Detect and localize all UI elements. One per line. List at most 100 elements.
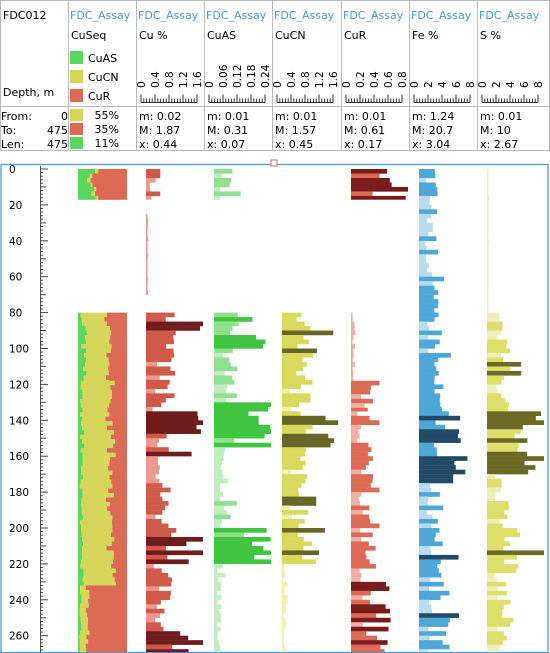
assay-bar — [487, 182, 489, 188]
cuseq-bar-cur — [85, 643, 127, 649]
track-min: m: 1.24 — [412, 110, 454, 123]
assay-bar — [487, 231, 489, 237]
cuseq-bar-cucn — [82, 554, 114, 560]
assay-bar — [146, 451, 192, 457]
assay-bar — [487, 640, 504, 645]
assay-bar — [487, 267, 489, 273]
assay-bar — [487, 357, 504, 363]
assay-bar — [282, 406, 292, 412]
assay-bar — [487, 442, 519, 448]
panel-resize-handle[interactable] — [270, 159, 278, 167]
scale-tick-label: 0.24 — [260, 64, 272, 88]
assay-bar — [214, 379, 235, 385]
assay-bar — [282, 438, 335, 443]
cuseq-bar-cucn — [81, 625, 88, 631]
assay-bar — [419, 532, 436, 538]
from-label: From: — [1, 110, 32, 123]
cuseq-bar-cuas — [78, 621, 81, 627]
assay-bar — [214, 559, 271, 565]
assay-bar — [487, 545, 504, 551]
cuseq-bar-cucn — [80, 448, 107, 453]
legend-label: CuCN — [88, 71, 119, 84]
assay-bar — [214, 644, 221, 650]
cuseq-bar-cuas — [78, 370, 87, 376]
len-value: 475 — [47, 138, 68, 151]
assay-bar — [487, 519, 500, 524]
cuseq-bar-cucn — [81, 421, 113, 426]
assay-bar — [146, 191, 161, 197]
cuseq-bar-cur — [115, 581, 127, 586]
assay-bar — [214, 528, 267, 533]
assay-bar — [351, 554, 367, 560]
scale-tick-label: 2 — [423, 81, 435, 88]
len-label: Len: — [1, 138, 24, 151]
assay-bar — [214, 563, 223, 569]
depth-tick-label: 80 — [9, 308, 22, 320]
assay-bar — [146, 267, 148, 273]
assay-bar — [419, 456, 468, 461]
assay-bar — [351, 433, 360, 439]
cuseq-bar-cuas — [78, 430, 85, 435]
assay-bar — [419, 415, 461, 421]
cuseq-bar-cuas — [78, 361, 86, 367]
assay-bar — [487, 460, 525, 466]
assay-bar — [282, 415, 326, 421]
cuseq-bar-cur — [109, 403, 127, 409]
cuseq-bar-cucn — [81, 528, 113, 533]
assay-bar — [419, 577, 431, 583]
assay-bar — [146, 487, 171, 493]
assay-bar — [214, 442, 271, 448]
cuseq-bar-cur — [114, 577, 127, 583]
from-value: 0 — [61, 110, 68, 123]
assay-bar — [146, 272, 148, 277]
assay-bar — [351, 411, 358, 417]
cuseq-bar-cur — [89, 594, 127, 600]
assay-bar — [214, 186, 221, 192]
assay-bar — [214, 433, 265, 439]
to-value: 475 — [47, 124, 68, 137]
assay-bar — [214, 613, 221, 618]
cuseq-bar-cucn — [81, 506, 108, 512]
assay-bar — [282, 613, 284, 618]
depth-tick-label: 120 — [9, 379, 29, 391]
assay-bar — [351, 586, 390, 592]
assay-bar — [487, 514, 508, 520]
assay-bar — [487, 335, 497, 340]
assay-bar — [487, 361, 522, 367]
assay-bar — [282, 604, 287, 609]
assay-bar — [214, 429, 271, 434]
assay-bar — [419, 326, 430, 331]
assay-bar — [419, 438, 461, 443]
assay-bar — [419, 406, 442, 412]
assay-bar — [146, 424, 197, 430]
assay-bar — [419, 626, 429, 632]
cuseq-bar-cucn — [83, 375, 106, 381]
assay-bar — [487, 510, 505, 515]
assay-bar — [351, 644, 381, 650]
assay-bar — [146, 317, 166, 322]
assay-bar — [214, 456, 224, 461]
assay-bar — [282, 375, 306, 381]
assay-bar — [146, 501, 169, 506]
assay-bar — [214, 617, 222, 623]
cuseq-bar-cuas — [78, 625, 82, 631]
cuseq-bar-cur — [110, 510, 127, 516]
assay-bar — [351, 379, 354, 382]
assay-bar — [487, 236, 489, 241]
cuseq-bar-cucn — [81, 501, 111, 507]
to-label: To: — [0, 124, 16, 137]
assay-bar — [487, 272, 489, 277]
cuseq-bar-cur — [111, 479, 127, 485]
assay-bar — [419, 505, 444, 511]
assay-bar — [419, 545, 431, 551]
cuseq-bar-cuas — [78, 598, 82, 604]
assay-bar — [282, 330, 334, 336]
assay-bar — [419, 267, 428, 273]
assay-bar — [351, 528, 361, 533]
assay-bar — [146, 442, 158, 448]
cuseq-bar-cucn — [81, 344, 112, 349]
cuseq-bar-cucn — [81, 559, 113, 565]
assay-bar — [419, 572, 442, 578]
cuseq-bar-cur — [110, 348, 127, 354]
